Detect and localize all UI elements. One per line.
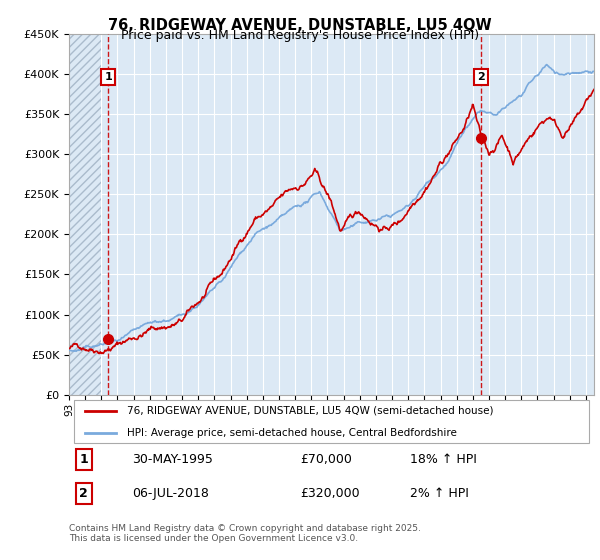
Text: 2: 2 — [79, 487, 88, 500]
Text: £320,000: £320,000 — [300, 487, 359, 500]
Text: 2: 2 — [477, 72, 485, 82]
Text: £70,000: £70,000 — [300, 453, 352, 466]
Text: 76, RIDGEWAY AVENUE, DUNSTABLE, LU5 4QW: 76, RIDGEWAY AVENUE, DUNSTABLE, LU5 4QW — [108, 18, 492, 33]
FancyBboxPatch shape — [74, 400, 589, 443]
Text: 30-MAY-1995: 30-MAY-1995 — [132, 453, 213, 466]
Text: 2% ↑ HPI: 2% ↑ HPI — [410, 487, 469, 500]
Text: Price paid vs. HM Land Registry's House Price Index (HPI): Price paid vs. HM Land Registry's House … — [121, 29, 479, 42]
Text: 06-JUL-2018: 06-JUL-2018 — [132, 487, 209, 500]
Text: HPI: Average price, semi-detached house, Central Bedfordshire: HPI: Average price, semi-detached house,… — [127, 428, 457, 438]
Text: 18% ↑ HPI: 18% ↑ HPI — [410, 453, 477, 466]
Text: 1: 1 — [79, 453, 88, 466]
Text: Contains HM Land Registry data © Crown copyright and database right 2025.
This d: Contains HM Land Registry data © Crown c… — [69, 524, 421, 543]
Bar — [69, 34, 101, 395]
Text: 1: 1 — [104, 72, 112, 82]
Text: 76, RIDGEWAY AVENUE, DUNSTABLE, LU5 4QW (semi-detached house): 76, RIDGEWAY AVENUE, DUNSTABLE, LU5 4QW … — [127, 406, 493, 416]
